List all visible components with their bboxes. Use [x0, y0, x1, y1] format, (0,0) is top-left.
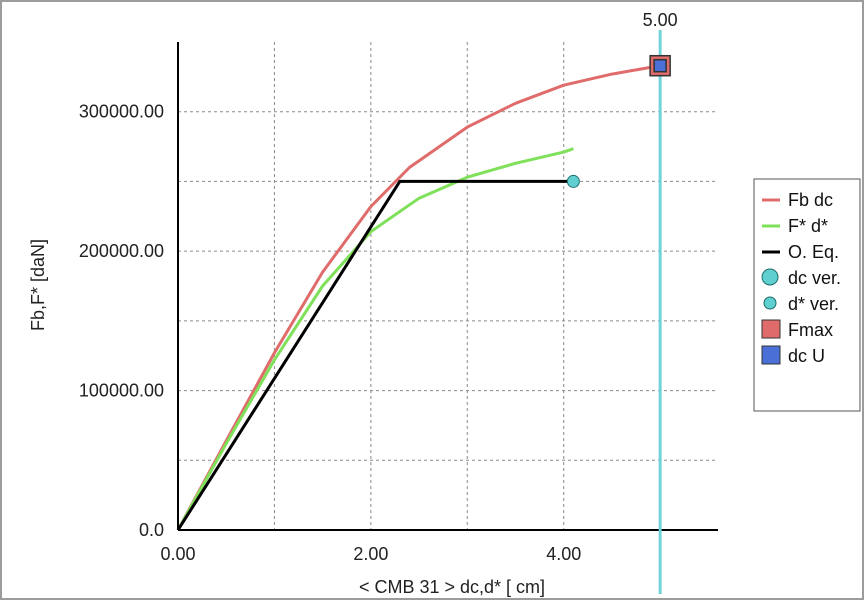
x-tick-label: 2.00 [353, 544, 388, 564]
legend-swatch-d-ver- [763, 296, 777, 310]
y-tick-label: 300000.00 [79, 102, 164, 122]
legend-label-f-d-: F* d* [788, 216, 828, 236]
y-tick-label: 0.0 [139, 520, 164, 540]
series-layer [176, 64, 661, 531]
legend-swatch-dc-ver- [761, 268, 779, 286]
tick-labels: 0.00 2.00 4.00 0.0 100000.00 200000.00 300000.… [79, 102, 581, 564]
legend-label-fb-dc: Fb dc [788, 190, 833, 210]
series-line-o-eq- [176, 179, 574, 531]
x-tick-label: 0.00 [160, 544, 195, 564]
x-tick-label: 4.00 [546, 544, 581, 564]
legend-box [753, 178, 861, 412]
series-line-f-d- [176, 147, 574, 531]
marker-dc-u [653, 58, 667, 73]
legend-label-o-eq-: O. Eq. [788, 242, 839, 262]
y-tick-label: 200000.00 [79, 241, 164, 261]
axes [177, 42, 718, 531]
cursor-value-label: 5.00 [643, 10, 678, 30]
legend-swatch-dc-u [761, 345, 781, 365]
y-axis-title: Fb,F* [daN] [28, 239, 48, 331]
grid [178, 42, 718, 530]
markers-layer [566, 54, 671, 188]
legend-label-dc-ver-: dc ver. [788, 268, 841, 288]
series-line-fb-dc [176, 64, 661, 531]
legend: Fb dc F* d* O. Eq. dc ver. d* ver. Fmax dc U [753, 178, 861, 412]
y-tick-label: 100000.00 [79, 381, 164, 401]
cursor-line-layer[interactable]: 5.00 [643, 10, 678, 594]
legend-label-d-ver-: d* ver. [788, 294, 839, 314]
legend-label-dc-u: dc U [788, 346, 825, 366]
x-axis-title: < CMB 31 > dc,d* [ cm] [359, 577, 545, 597]
legend-swatch-fmax [761, 319, 781, 339]
legend-label-fmax: Fmax [788, 320, 833, 340]
marker-d-ver- [566, 174, 580, 188]
